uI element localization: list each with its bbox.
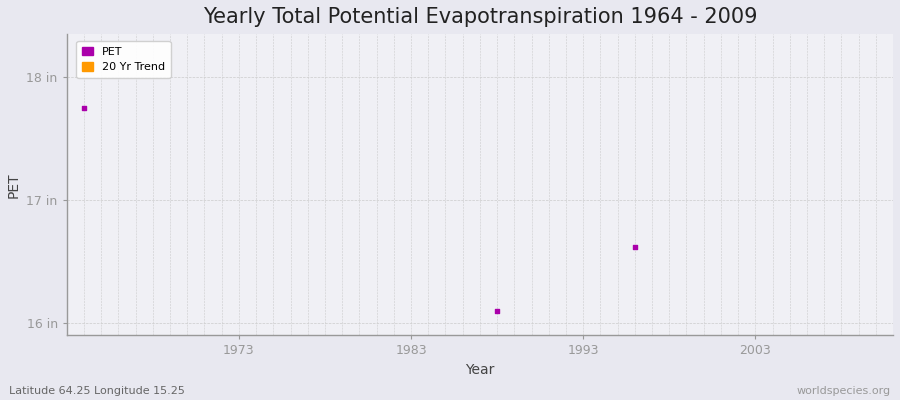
Y-axis label: PET: PET xyxy=(7,172,21,198)
PET xyxy=(627,244,642,250)
PET xyxy=(76,105,91,111)
Text: worldspecies.org: worldspecies.org xyxy=(796,386,891,396)
Text: Latitude 64.25 Longitude 15.25: Latitude 64.25 Longitude 15.25 xyxy=(9,386,184,396)
Legend: PET, 20 Yr Trend: PET, 20 Yr Trend xyxy=(76,41,171,78)
X-axis label: Year: Year xyxy=(465,363,495,377)
Title: Yearly Total Potential Evapotranspiration 1964 - 2009: Yearly Total Potential Evapotranspiratio… xyxy=(202,7,757,27)
PET xyxy=(490,308,504,314)
